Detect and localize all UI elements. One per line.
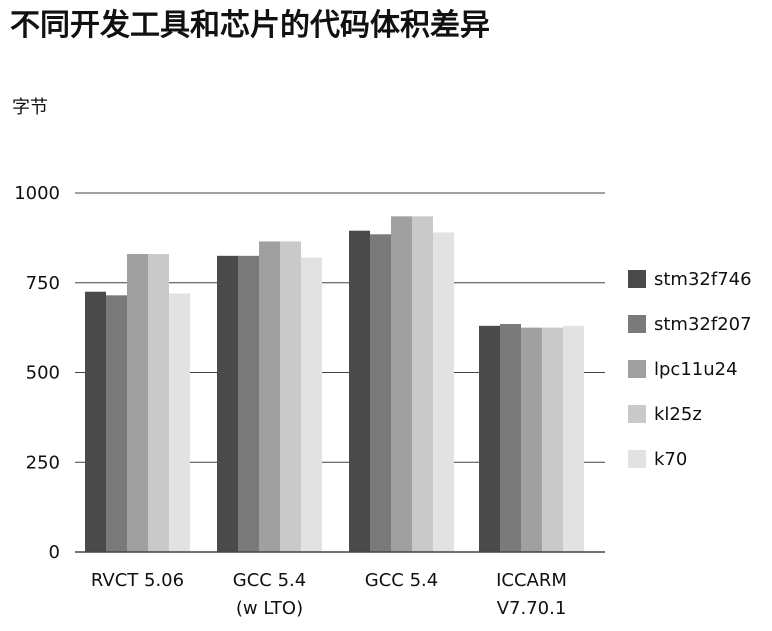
bar-stm32f746-1 (217, 255, 238, 552)
bar-kl25z-1 (280, 241, 301, 552)
bar-lpc11u24-2 (391, 216, 412, 552)
legend: stm32f746 stm32f207 lpc11u24 kl25z k70 (628, 269, 752, 470)
bar-kl25z-3 (542, 327, 563, 552)
bar-stm32f207-1 (238, 255, 259, 552)
y-tick-label: 1000 (14, 183, 60, 204)
x-category-label: RVCT 5.06 (91, 570, 184, 591)
y-axis-ticks: 0 250 500 750 1000 (14, 183, 60, 563)
bar-stm32f746-2 (349, 230, 370, 552)
legend-label-lpc11u24: lpc11u24 (654, 359, 738, 380)
y-axis-label: 字节 (12, 97, 48, 118)
bar-k70-2 (433, 232, 454, 553)
legend-swatch-lpc11u24 (628, 360, 646, 378)
x-axis: RVCT 5.06 GCC 5.4 (w LTO) GCC 5.4 ICCARM V7.7… (75, 551, 605, 619)
legend-swatch-stm32f207 (628, 315, 646, 333)
bar-stm32f207-0 (106, 295, 127, 552)
legend-label-stm32f207: stm32f207 (654, 314, 752, 335)
legend-swatch-kl25z (628, 405, 646, 423)
x-category-label: V7.70.1 (497, 598, 567, 619)
y-tick-label: 0 (49, 542, 60, 563)
bar-k70-1 (301, 257, 322, 552)
bar-k70-0 (169, 293, 190, 552)
bar-stm32f746-3 (479, 325, 500, 552)
legend-label-k70: k70 (654, 449, 687, 470)
bar-stm32f746-0 (85, 291, 106, 552)
legend-label-stm32f746: stm32f746 (654, 269, 752, 290)
x-category-label: (w LTO) (236, 598, 303, 619)
bar-lpc11u24-3 (521, 327, 542, 552)
bar-k70-3 (563, 325, 584, 552)
y-tick-label: 500 (26, 363, 60, 384)
legend-swatch-k70 (628, 450, 646, 468)
bars (85, 216, 584, 553)
bar-kl25z-2 (412, 216, 433, 552)
legend-label-kl25z: kl25z (654, 404, 702, 425)
bar-lpc11u24-1 (259, 241, 280, 552)
x-category-label: ICCARM (496, 570, 567, 591)
bar-lpc11u24-0 (127, 254, 148, 552)
bar-kl25z-0 (148, 254, 169, 552)
y-tick-label: 750 (26, 273, 60, 294)
legend-swatch-stm32f746 (628, 270, 646, 288)
bar-stm32f207-2 (370, 234, 391, 552)
bar-stm32f207-3 (500, 324, 521, 552)
x-category-label: GCC 5.4 (233, 570, 306, 591)
x-category-label: GCC 5.4 (365, 570, 438, 591)
chart-title: 不同开发工具和芯片的代码体积差异 (10, 8, 490, 43)
y-tick-label: 250 (26, 452, 60, 473)
